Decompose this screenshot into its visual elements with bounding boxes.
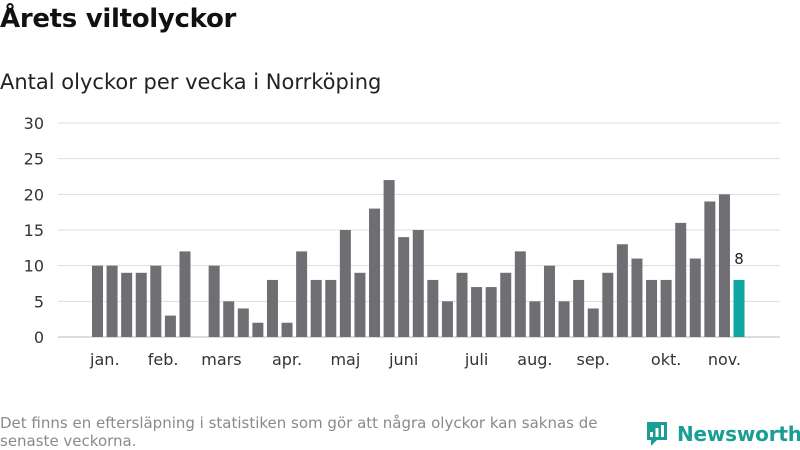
bar-week-21 (383, 180, 395, 337)
bar-week-15 (296, 251, 308, 337)
month-label: apr. (272, 350, 302, 369)
brand-name: Newsworthy (677, 422, 800, 446)
month-label: aug. (517, 350, 552, 369)
bar-chart: 0 5 10 15 20 25 30 8 jan. feb. mars apr. maj juni ju… (24, 114, 780, 369)
footnote: Det finns en eftersläpning i statistiken… (0, 414, 598, 450)
bar-week-29 (500, 272, 512, 337)
y-tick-label: 0 (34, 328, 44, 347)
y-tick-label: 10 (24, 257, 44, 276)
y-tick-label: 30 (24, 114, 44, 133)
month-label: sep. (577, 350, 610, 369)
bar-week-3 (121, 272, 133, 337)
y-tick-label: 5 (34, 292, 44, 311)
bar-week-19 (354, 272, 366, 337)
data-labels: 8 (734, 250, 744, 268)
bar-week-32 (543, 265, 555, 337)
bar-week-38 (631, 258, 643, 337)
bar-week-6 (164, 315, 176, 337)
data-label-last-week: 8 (734, 250, 744, 268)
y-tick-label: 15 (24, 221, 44, 240)
bar-week-1 (92, 265, 103, 337)
bar-week-36 (602, 272, 614, 337)
bar-week-13 (266, 279, 278, 337)
bar-week-23 (412, 230, 424, 337)
bar-week-37 (616, 244, 628, 337)
bar-week-10 (223, 301, 235, 337)
bar-week-5 (150, 265, 162, 337)
y-axis-ticks: 0 5 10 15 20 25 30 (24, 114, 44, 347)
bar-week-4 (135, 272, 147, 337)
month-label: maj (330, 350, 360, 369)
month-label: feb. (148, 350, 179, 369)
month-label: jan. (89, 350, 119, 369)
chart-title: Årets viltolyckor (0, 4, 237, 34)
bar-week-14 (281, 322, 293, 337)
x-axis-month-labels: jan. feb. mars apr. maj juni juli aug. sep. okt. n… (89, 350, 741, 369)
month-label: okt. (651, 350, 681, 369)
bar-week-30 (514, 251, 526, 337)
month-label: nov. (708, 350, 741, 369)
bar-week-33 (558, 301, 570, 337)
chart-subtitle: Antal olyckor per vecka i Norrköping (0, 70, 382, 94)
bar-week-43 (704, 201, 716, 337)
bar-week-40 (660, 279, 672, 337)
brand-logo: Newsworthy (645, 420, 800, 448)
bar-week-24 (427, 279, 439, 337)
bar-week-27 (471, 287, 483, 337)
bar-week-28 (485, 287, 497, 337)
bar-week-16 (310, 279, 322, 337)
month-label: juli (464, 350, 488, 369)
bar-week-44 (718, 194, 730, 337)
bar-week-7 (179, 251, 191, 337)
bar-week-41 (675, 222, 687, 337)
bar-week-22 (398, 237, 410, 337)
y-tick-label: 20 (24, 185, 44, 204)
bar-week-39 (646, 279, 658, 337)
bar-week-12 (252, 322, 264, 337)
y-tick-label: 25 (24, 150, 44, 169)
bar-week-34 (573, 279, 585, 337)
bar-week-25 (441, 301, 453, 337)
bar-week-42 (689, 258, 701, 337)
bar-week-45 (733, 279, 745, 337)
bar-week-9 (208, 265, 220, 337)
bar-week-18 (339, 230, 351, 337)
bar-week-2 (106, 265, 118, 337)
bar-week-20 (369, 208, 381, 337)
month-label: juni (388, 350, 418, 369)
bar-week-26 (456, 272, 468, 337)
month-label: mars (201, 350, 241, 369)
bar-week-35 (587, 308, 599, 337)
bar-chart-logo-icon (647, 422, 667, 446)
bar-week-11 (237, 308, 249, 337)
bar-week-17 (325, 279, 337, 337)
bars (92, 180, 745, 337)
bar-week-31 (529, 301, 541, 337)
